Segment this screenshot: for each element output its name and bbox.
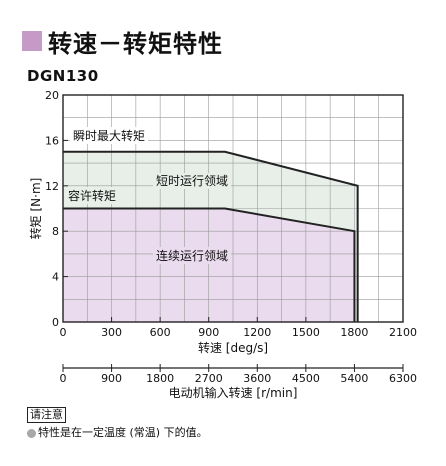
- y-tick-label: 20: [45, 89, 59, 102]
- series-label-permissible-torque-background: [65, 187, 120, 204]
- x-tick-label: 1200: [243, 326, 271, 339]
- secondary-x-tick-label: 6300: [389, 372, 417, 385]
- x-tick-label: 600: [150, 326, 171, 339]
- y-tick-label: 4: [52, 271, 59, 284]
- secondary-x-tick-label: 4500: [292, 372, 320, 385]
- y-tick-label: 12: [45, 180, 59, 193]
- x-tick-label: 2100: [389, 326, 417, 339]
- plot-frame: [62, 94, 404, 323]
- short-time-region: [63, 151, 358, 322]
- x-tick-label: 300: [101, 326, 122, 339]
- secondary-x-tick-label: 2700: [195, 372, 223, 385]
- x-tick-label: 1500: [292, 326, 320, 339]
- speed-torque-chart: 0 4 8 12 16 20 0 300 600 900 1200 1500 1800 2100 转速 [d…: [28, 89, 417, 400]
- note-label: 请注意: [27, 407, 66, 423]
- region-label-short-time-background: [153, 173, 232, 189]
- region-label-continuous-background: [153, 247, 232, 264]
- series-label-max-torque: 瞬时最大转矩: [73, 128, 145, 143]
- series-label-max-torque-background: [70, 127, 149, 144]
- secondary-x-tick-label: 1800: [146, 372, 174, 385]
- y-tick-label: 0: [52, 316, 59, 329]
- y-axis-label: 转矩 [N·m]: [28, 178, 43, 240]
- secondary-x-tick-label: 0: [60, 372, 67, 385]
- bullet-dot-icon: [27, 428, 36, 438]
- heading-marker-icon: [22, 31, 42, 51]
- note-text: 特性是在一定温度 (常温) 下的值。: [38, 426, 208, 439]
- series-label-permissible-torque: 容许转矩: [68, 188, 116, 203]
- secondary-x-tick-label: 5400: [340, 372, 368, 385]
- secondary-x-axis-label: 电动机输入转速 [r/min]: [169, 385, 298, 400]
- region-label-continuous: 连续运行领域: [156, 248, 228, 263]
- y-tick-label: 16: [45, 134, 59, 147]
- model-name: DGN130: [27, 67, 99, 85]
- x-tick-label: 0: [60, 326, 67, 339]
- secondary-x-tick-label: 900: [101, 372, 122, 385]
- x-tick-label: 1800: [340, 326, 368, 339]
- note-line: 特性是在一定温度 (常温) 下的值。: [27, 426, 208, 440]
- series-line-max-torque: [63, 150, 359, 322]
- secondary-x-tick-label: 3600: [243, 372, 271, 385]
- series-line-permissible-torque: [63, 207, 356, 322]
- y-tick-label: 8: [52, 225, 59, 238]
- x-tick-label: 900: [198, 326, 219, 339]
- heading-text: 转速－转矩特性: [48, 29, 223, 58]
- section-heading: 转速－转矩特性: [22, 26, 223, 58]
- x-axis-label: 转速 [deg/s]: [198, 340, 268, 355]
- region-label-short-time: 短时运行领域: [156, 174, 228, 188]
